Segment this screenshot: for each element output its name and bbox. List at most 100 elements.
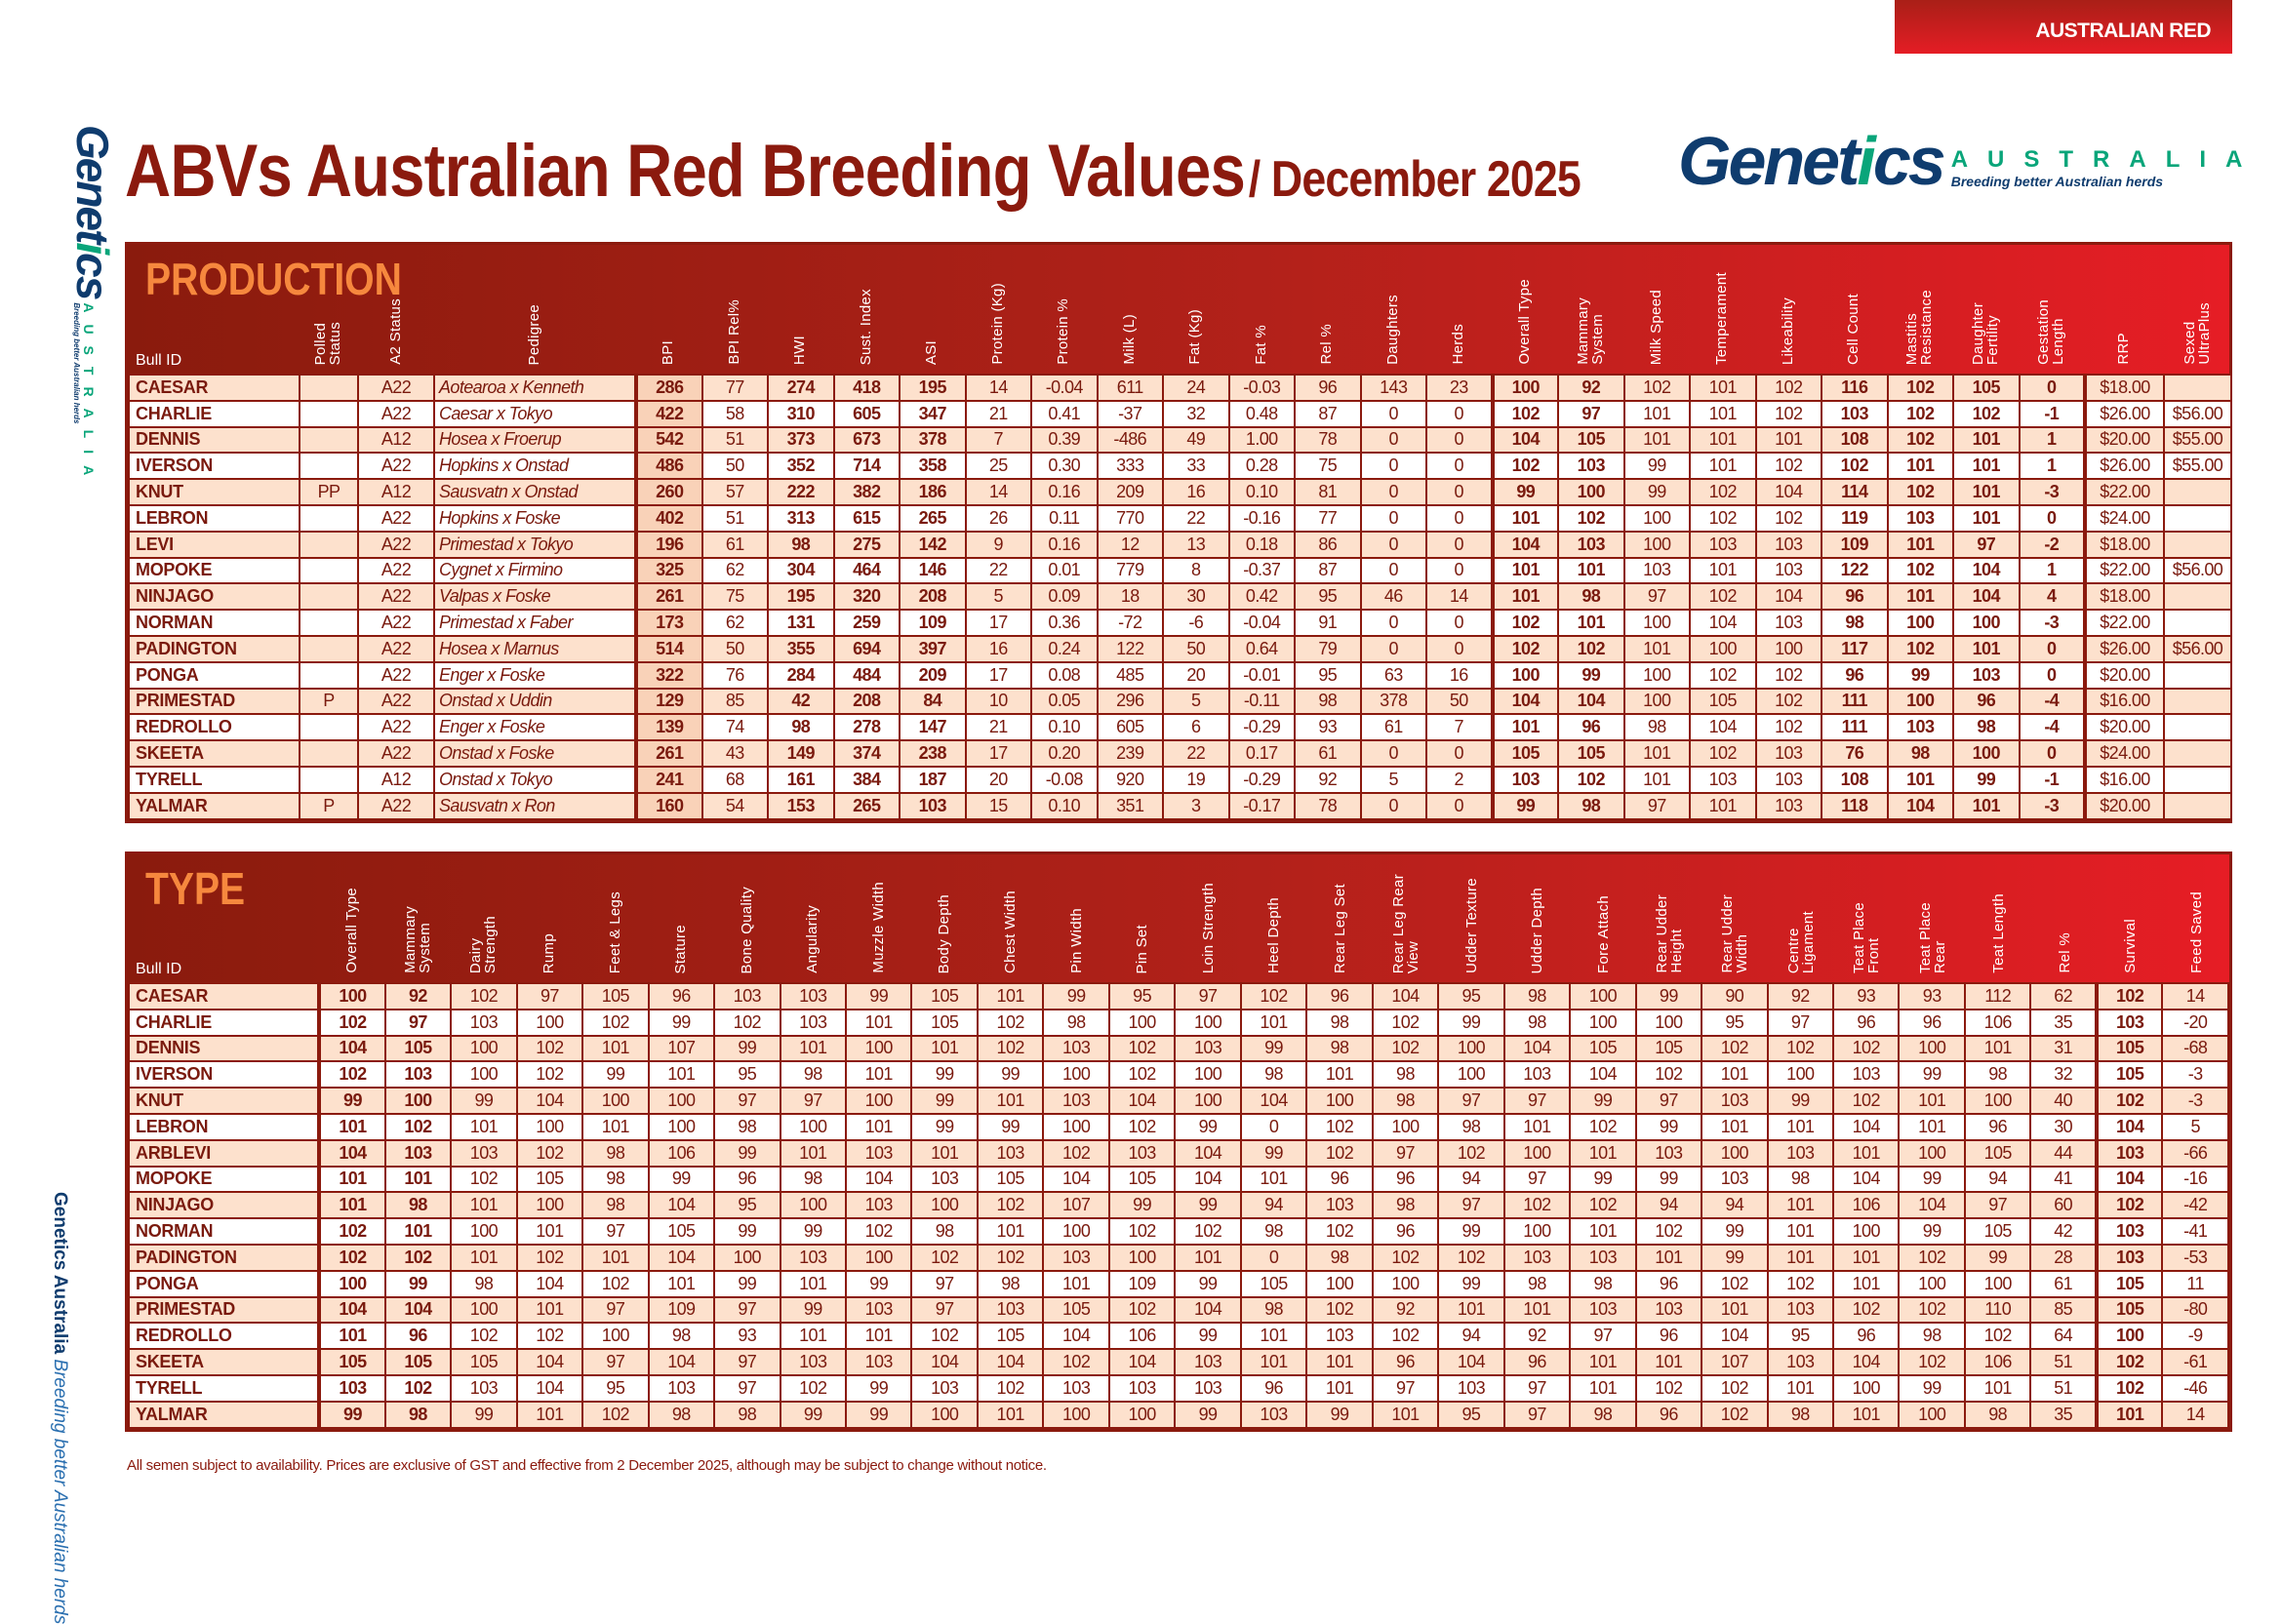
data-cell: 94 (1701, 1191, 1769, 1220)
data-cell: 100 (1305, 1269, 1374, 1298)
data-cell: 104 (1754, 582, 1822, 612)
data-cell: 105 (1490, 739, 1559, 768)
column-header: Temperament (1689, 245, 1755, 374)
data-cell: -486 (1096, 425, 1164, 455)
data-cell: 85 (2029, 1295, 2098, 1325)
data-cell: -37 (1096, 399, 1164, 428)
table-row: ARBLEVI 104 103 103 102 98 106 99 101 103 101 103 10… (127, 1138, 2229, 1168)
data-cell: 102 (1042, 1138, 1110, 1168)
data-cell: 284 (767, 660, 835, 690)
data-cell: 100 (581, 1322, 650, 1351)
data-cell: 0 (1425, 425, 1494, 455)
data-cell: 102 (1754, 399, 1822, 428)
data-cell: 103 (779, 1243, 847, 1272)
data-cell: 102 (1490, 452, 1559, 481)
data-cell: 102 (1898, 1348, 1966, 1376)
data-cell: 111 (1821, 713, 1889, 742)
data-cell: 84 (899, 687, 967, 716)
column-header-label: Teat Place Front (1851, 901, 1883, 973)
data-cell: 486 (634, 452, 703, 481)
data-cell: 99 (1490, 791, 1559, 820)
column-header-label: Fat (Kg) (1186, 309, 1204, 365)
data-cell: 104 (1832, 1112, 1901, 1141)
data-cell: 0.64 (1227, 634, 1296, 663)
data-cell: 187 (899, 765, 967, 794)
data-cell: 104 (515, 1373, 584, 1403)
data-cell: 98 (1371, 1060, 1440, 1089)
data-cell: 102 (2094, 1087, 2164, 1115)
data-cell: 143 (1359, 374, 1427, 402)
data-cell: 95 (1701, 1008, 1769, 1037)
data-cell: 102 (1634, 1060, 1703, 1089)
data-cell: 103 (2094, 1138, 2164, 1168)
data-cell: 102 (1502, 1191, 1572, 1220)
data-cell: 104 (910, 1348, 979, 1376)
data-cell: 0 (2018, 660, 2086, 690)
data-cell: 100 (1569, 982, 1637, 1010)
data-cell: 26 (964, 503, 1032, 533)
data-cell: 102 (1371, 1243, 1440, 1272)
data-cell: 96 (1832, 1008, 1901, 1037)
data-cell: 99 (1622, 452, 1691, 481)
data-cell: Sausvatn x Ron (433, 791, 637, 820)
data-cell (2163, 739, 2232, 768)
data-cell: A22 (357, 582, 435, 612)
data-cell: 122 (1821, 556, 1889, 585)
production-table: Polled Status A2 Status Pedigree BPI BPI Rel… (125, 242, 2232, 823)
data-cell: 101 (1766, 1373, 1835, 1403)
data-cell: 78 (1294, 791, 1362, 820)
data-cell: 98 (1569, 1269, 1637, 1298)
column-header-label: Mastitis Resistance (1903, 289, 1936, 365)
data-cell: 0.18 (1227, 530, 1296, 559)
bull-id-cell: REDROLLO (127, 1322, 321, 1351)
data-cell: 93 (1294, 713, 1362, 742)
data-cell: 99 (1239, 1138, 1308, 1168)
data-cell: 102 (317, 1243, 386, 1272)
data-cell: 100 (1952, 609, 2021, 637)
data-cell: 605 (1096, 713, 1164, 742)
data-cell: 102 (1490, 399, 1559, 428)
data-cell: 101 (910, 1034, 979, 1063)
data-cell: 16 (1162, 478, 1230, 506)
data-cell: 106 (1107, 1322, 1177, 1351)
data-cell: 103 (1490, 765, 1559, 794)
data-cell (299, 374, 359, 402)
data-cell: 99 (1898, 1217, 1966, 1246)
data-cell: 103 (1634, 1295, 1703, 1325)
data-cell: A22 (357, 791, 435, 820)
data-cell: 96 (1832, 1322, 1901, 1351)
data-cell: 101 (1634, 1348, 1703, 1376)
logo-country: AUSTRALIA (81, 302, 97, 488)
column-header: Mammary System (1557, 245, 1623, 374)
data-cell: 102 (1557, 503, 1625, 533)
data-cell (299, 530, 359, 559)
data-cell: 103 (1239, 1400, 1308, 1429)
data-cell: 694 (832, 634, 901, 663)
data-cell: 95 (1766, 1322, 1835, 1351)
data-cell: 92 (1371, 1295, 1440, 1325)
data-cell: 103 (383, 1138, 453, 1168)
data-cell: 40 (2029, 1087, 2098, 1115)
table-row: YALMAR 99 98 99 101 102 98 98 99 99 100 101 100 100 99… (127, 1400, 2229, 1429)
data-cell: 0.01 (1030, 556, 1099, 585)
data-cell: $26.00 (2083, 634, 2165, 663)
data-cell: A22 (357, 530, 435, 559)
data-cell: 97 (581, 1217, 650, 1246)
data-cell: 104 (1174, 1138, 1242, 1168)
data-cell: 61 (1294, 739, 1362, 768)
data-cell: 103 (1701, 1087, 1769, 1115)
data-cell: 97 (515, 982, 584, 1010)
column-header-label: Rear Leg Set (1331, 884, 1348, 973)
data-cell: 102 (317, 1008, 386, 1037)
data-cell: 100 (844, 1034, 913, 1063)
column-header-label: Daughter Fertility (1969, 301, 2001, 365)
data-cell: 101 (844, 1112, 913, 1141)
bull-id-cell: LEBRON (127, 1112, 321, 1141)
data-cell: 33 (1162, 452, 1230, 481)
data-cell: 101 (647, 1269, 716, 1298)
data-cell: 99 (713, 1269, 781, 1298)
column-header: Udder Depth (1504, 854, 1571, 982)
data-cell: 109 (899, 609, 967, 637)
data-cell: 97 (1437, 1191, 1505, 1220)
data-cell: 100 (1898, 1034, 1966, 1063)
